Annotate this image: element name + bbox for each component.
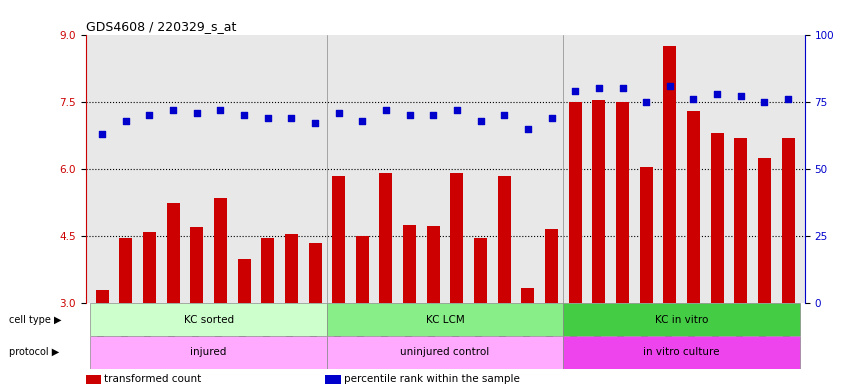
Point — [426, 112, 440, 118]
Bar — [592, 99, 605, 384]
Bar — [545, 230, 558, 384]
Bar — [663, 46, 676, 384]
Bar — [214, 198, 227, 384]
Point — [143, 112, 157, 118]
Bar — [91, 303, 327, 336]
Text: KC in vitro: KC in vitro — [655, 314, 708, 325]
Point — [758, 99, 771, 105]
Bar — [427, 226, 440, 384]
Point — [734, 93, 747, 99]
Bar — [261, 238, 274, 384]
Bar — [190, 227, 203, 384]
Point — [710, 91, 724, 97]
Bar — [521, 288, 534, 384]
Bar — [563, 336, 800, 369]
Point — [639, 99, 653, 105]
Bar — [758, 158, 771, 384]
Bar — [308, 243, 322, 384]
Point — [332, 109, 346, 116]
Point — [308, 120, 322, 126]
Point — [403, 112, 417, 118]
Bar — [403, 225, 416, 384]
Text: protocol ▶: protocol ▶ — [9, 347, 59, 358]
Point — [450, 107, 464, 113]
Point — [663, 83, 677, 89]
Bar — [639, 167, 652, 384]
Bar — [497, 176, 511, 384]
Point — [261, 115, 275, 121]
Bar — [734, 137, 747, 384]
Text: GDS4608 / 220329_s_at: GDS4608 / 220329_s_at — [86, 20, 236, 33]
Bar — [332, 176, 345, 384]
Point — [237, 112, 251, 118]
Point — [687, 96, 700, 102]
Text: percentile rank within the sample: percentile rank within the sample — [344, 374, 520, 384]
Bar — [327, 336, 563, 369]
Point — [119, 118, 133, 124]
Point — [497, 112, 511, 118]
Bar — [379, 174, 393, 384]
Point — [544, 115, 558, 121]
Point — [214, 107, 228, 113]
Bar — [238, 258, 251, 384]
Bar — [616, 102, 629, 384]
Point — [379, 107, 393, 113]
Bar — [474, 238, 487, 384]
Bar — [563, 303, 800, 336]
Point — [284, 115, 298, 121]
Text: cell type ▶: cell type ▶ — [9, 314, 61, 325]
Bar — [143, 232, 156, 384]
Point — [355, 118, 369, 124]
Bar — [285, 234, 298, 384]
Bar — [96, 290, 109, 384]
Text: KC LCM: KC LCM — [425, 314, 465, 325]
Bar — [167, 203, 180, 384]
Point — [166, 107, 180, 113]
Point — [95, 131, 109, 137]
Text: uninjured control: uninjured control — [401, 347, 490, 358]
Text: KC sorted: KC sorted — [183, 314, 234, 325]
Point — [592, 85, 606, 91]
Bar — [119, 238, 133, 384]
Bar — [91, 336, 327, 369]
Bar — [450, 174, 463, 384]
Bar — [687, 111, 700, 384]
Text: in vitro culture: in vitro culture — [644, 347, 720, 358]
Text: transformed count: transformed count — [104, 374, 202, 384]
Point — [521, 126, 535, 132]
Bar — [356, 236, 369, 384]
Point — [782, 96, 795, 102]
Point — [190, 109, 204, 116]
Bar — [710, 133, 723, 384]
Bar — [782, 137, 794, 384]
Text: injured: injured — [190, 347, 227, 358]
Point — [615, 85, 629, 91]
Point — [568, 88, 582, 94]
Bar — [568, 102, 582, 384]
Bar — [327, 303, 563, 336]
Point — [473, 118, 487, 124]
